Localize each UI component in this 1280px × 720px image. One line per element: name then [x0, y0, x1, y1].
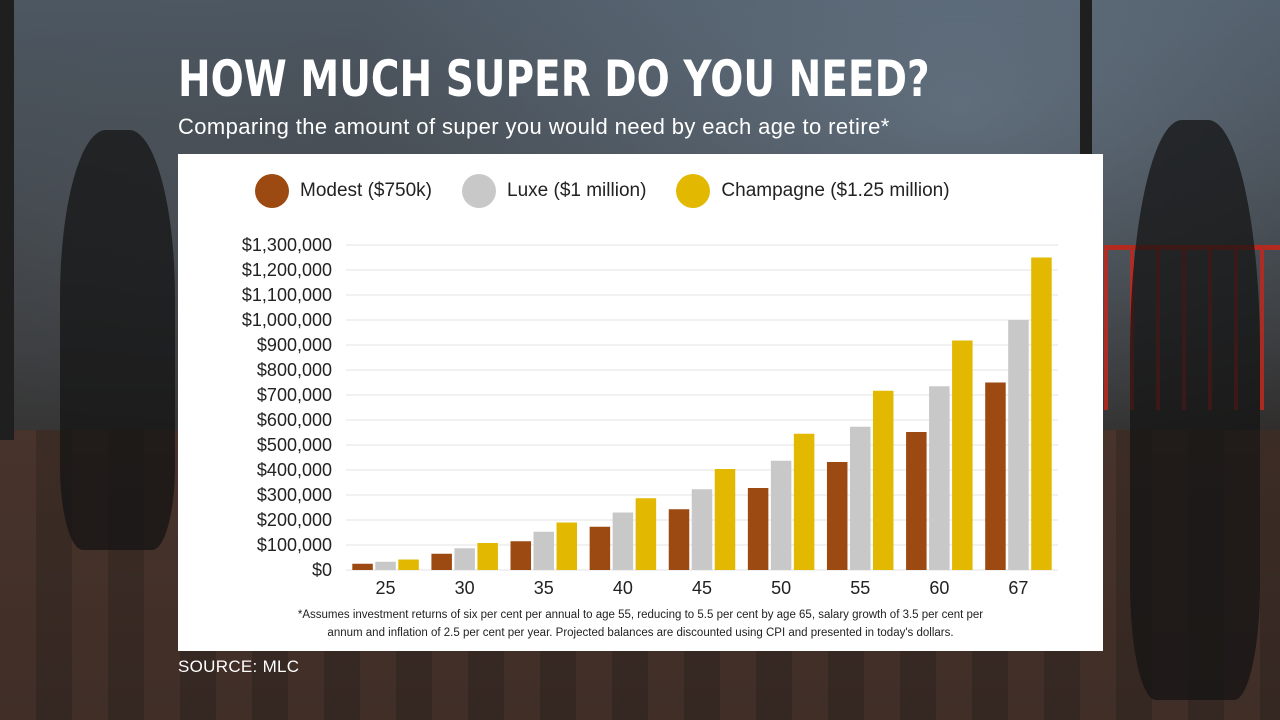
pedestrian-silhouette	[60, 130, 175, 550]
legend-swatch-luxe	[462, 174, 497, 208]
chart-card: Modest ($750k) Luxe ($1 million) Champag…	[178, 154, 1103, 651]
bar	[1008, 320, 1029, 570]
y-tick-label: $500,000	[257, 435, 332, 455]
bar	[454, 548, 475, 570]
bar	[612, 512, 634, 570]
y-tick-label: $700,000	[257, 385, 332, 405]
footnote-line: *Assumes investment returns of six per c…	[297, 609, 984, 621]
legend-item-modest: Modest ($750k)	[255, 174, 432, 208]
bar	[477, 543, 498, 570]
y-tick-label: $1,100,000	[242, 285, 332, 305]
bar	[714, 469, 736, 570]
y-tick-label: $400,000	[257, 460, 332, 480]
y-tick-label: $200,000	[257, 510, 332, 530]
y-tick-label: $100,000	[257, 535, 332, 555]
x-tick-label: 35	[534, 578, 554, 598]
x-tick-label: 25	[376, 578, 396, 598]
bar	[906, 432, 927, 570]
bar-chart: $0 $100,000 $200,000 $300,000 $400,000 $500,0…	[242, 235, 1058, 598]
bar	[510, 541, 532, 570]
bar	[929, 386, 950, 570]
legend-label-modest: Modest ($750k)	[300, 180, 433, 201]
x-tick-label: 55	[850, 578, 870, 598]
source-credit: SOURCE: MLC	[178, 657, 300, 676]
bar	[352, 563, 373, 570]
bar	[533, 531, 555, 570]
bar	[826, 462, 848, 570]
y-tick-label: $1,000,000	[242, 310, 332, 330]
bar	[668, 509, 690, 570]
page-subtitle: Comparing the amount of super you would …	[178, 114, 890, 139]
bar	[635, 498, 657, 570]
bar	[1031, 257, 1052, 570]
legend-item-champagne: Champagne ($1.25 million)	[676, 174, 950, 208]
y-tick-label: $300,000	[257, 485, 332, 505]
x-tick-label: 40	[613, 578, 633, 598]
x-tick-label: 67	[1008, 578, 1028, 598]
x-tick-label: 30	[455, 578, 475, 598]
bar	[985, 382, 1006, 570]
bar	[431, 553, 452, 570]
x-tick-label: 45	[692, 578, 712, 598]
legend-item-luxe: Luxe ($1 million)	[462, 174, 646, 208]
bar	[691, 489, 713, 570]
y-tick-label: $0	[312, 560, 332, 580]
page-title: HOW MUCH SUPER DO YOU NEED?	[178, 50, 930, 108]
y-tick-label: $1,200,000	[242, 260, 332, 280]
bar	[747, 488, 769, 570]
legend-label-champagne: Champagne ($1.25 million)	[721, 180, 950, 201]
pole	[0, 0, 14, 440]
bar	[770, 460, 792, 570]
chart-legend: Modest ($750k) Luxe ($1 million) Champag…	[255, 172, 980, 210]
bar	[849, 426, 871, 570]
bar	[398, 559, 419, 570]
bar	[793, 433, 815, 570]
bar	[589, 526, 611, 570]
y-tick-label: $1,300,000	[242, 235, 332, 255]
y-tick-label: $900,000	[257, 335, 332, 355]
x-tick-label: 60	[929, 578, 949, 598]
y-tick-label: $800,000	[257, 360, 332, 380]
footnote-line: annum and inflation of 2.5 per cent per …	[327, 627, 954, 639]
pedestrian-silhouette	[1130, 120, 1260, 700]
bar	[872, 390, 894, 570]
bar	[556, 522, 578, 570]
bar	[952, 340, 973, 570]
x-tick-label: 50	[771, 578, 791, 598]
bar	[375, 561, 396, 570]
legend-label-luxe: Luxe ($1 million)	[507, 180, 647, 201]
legend-swatch-modest	[255, 174, 289, 208]
y-tick-label: $600,000	[257, 410, 332, 430]
legend-swatch-champagne	[676, 174, 711, 208]
chart-footnote: *Assumes investment returns of six per c…	[218, 606, 1063, 642]
